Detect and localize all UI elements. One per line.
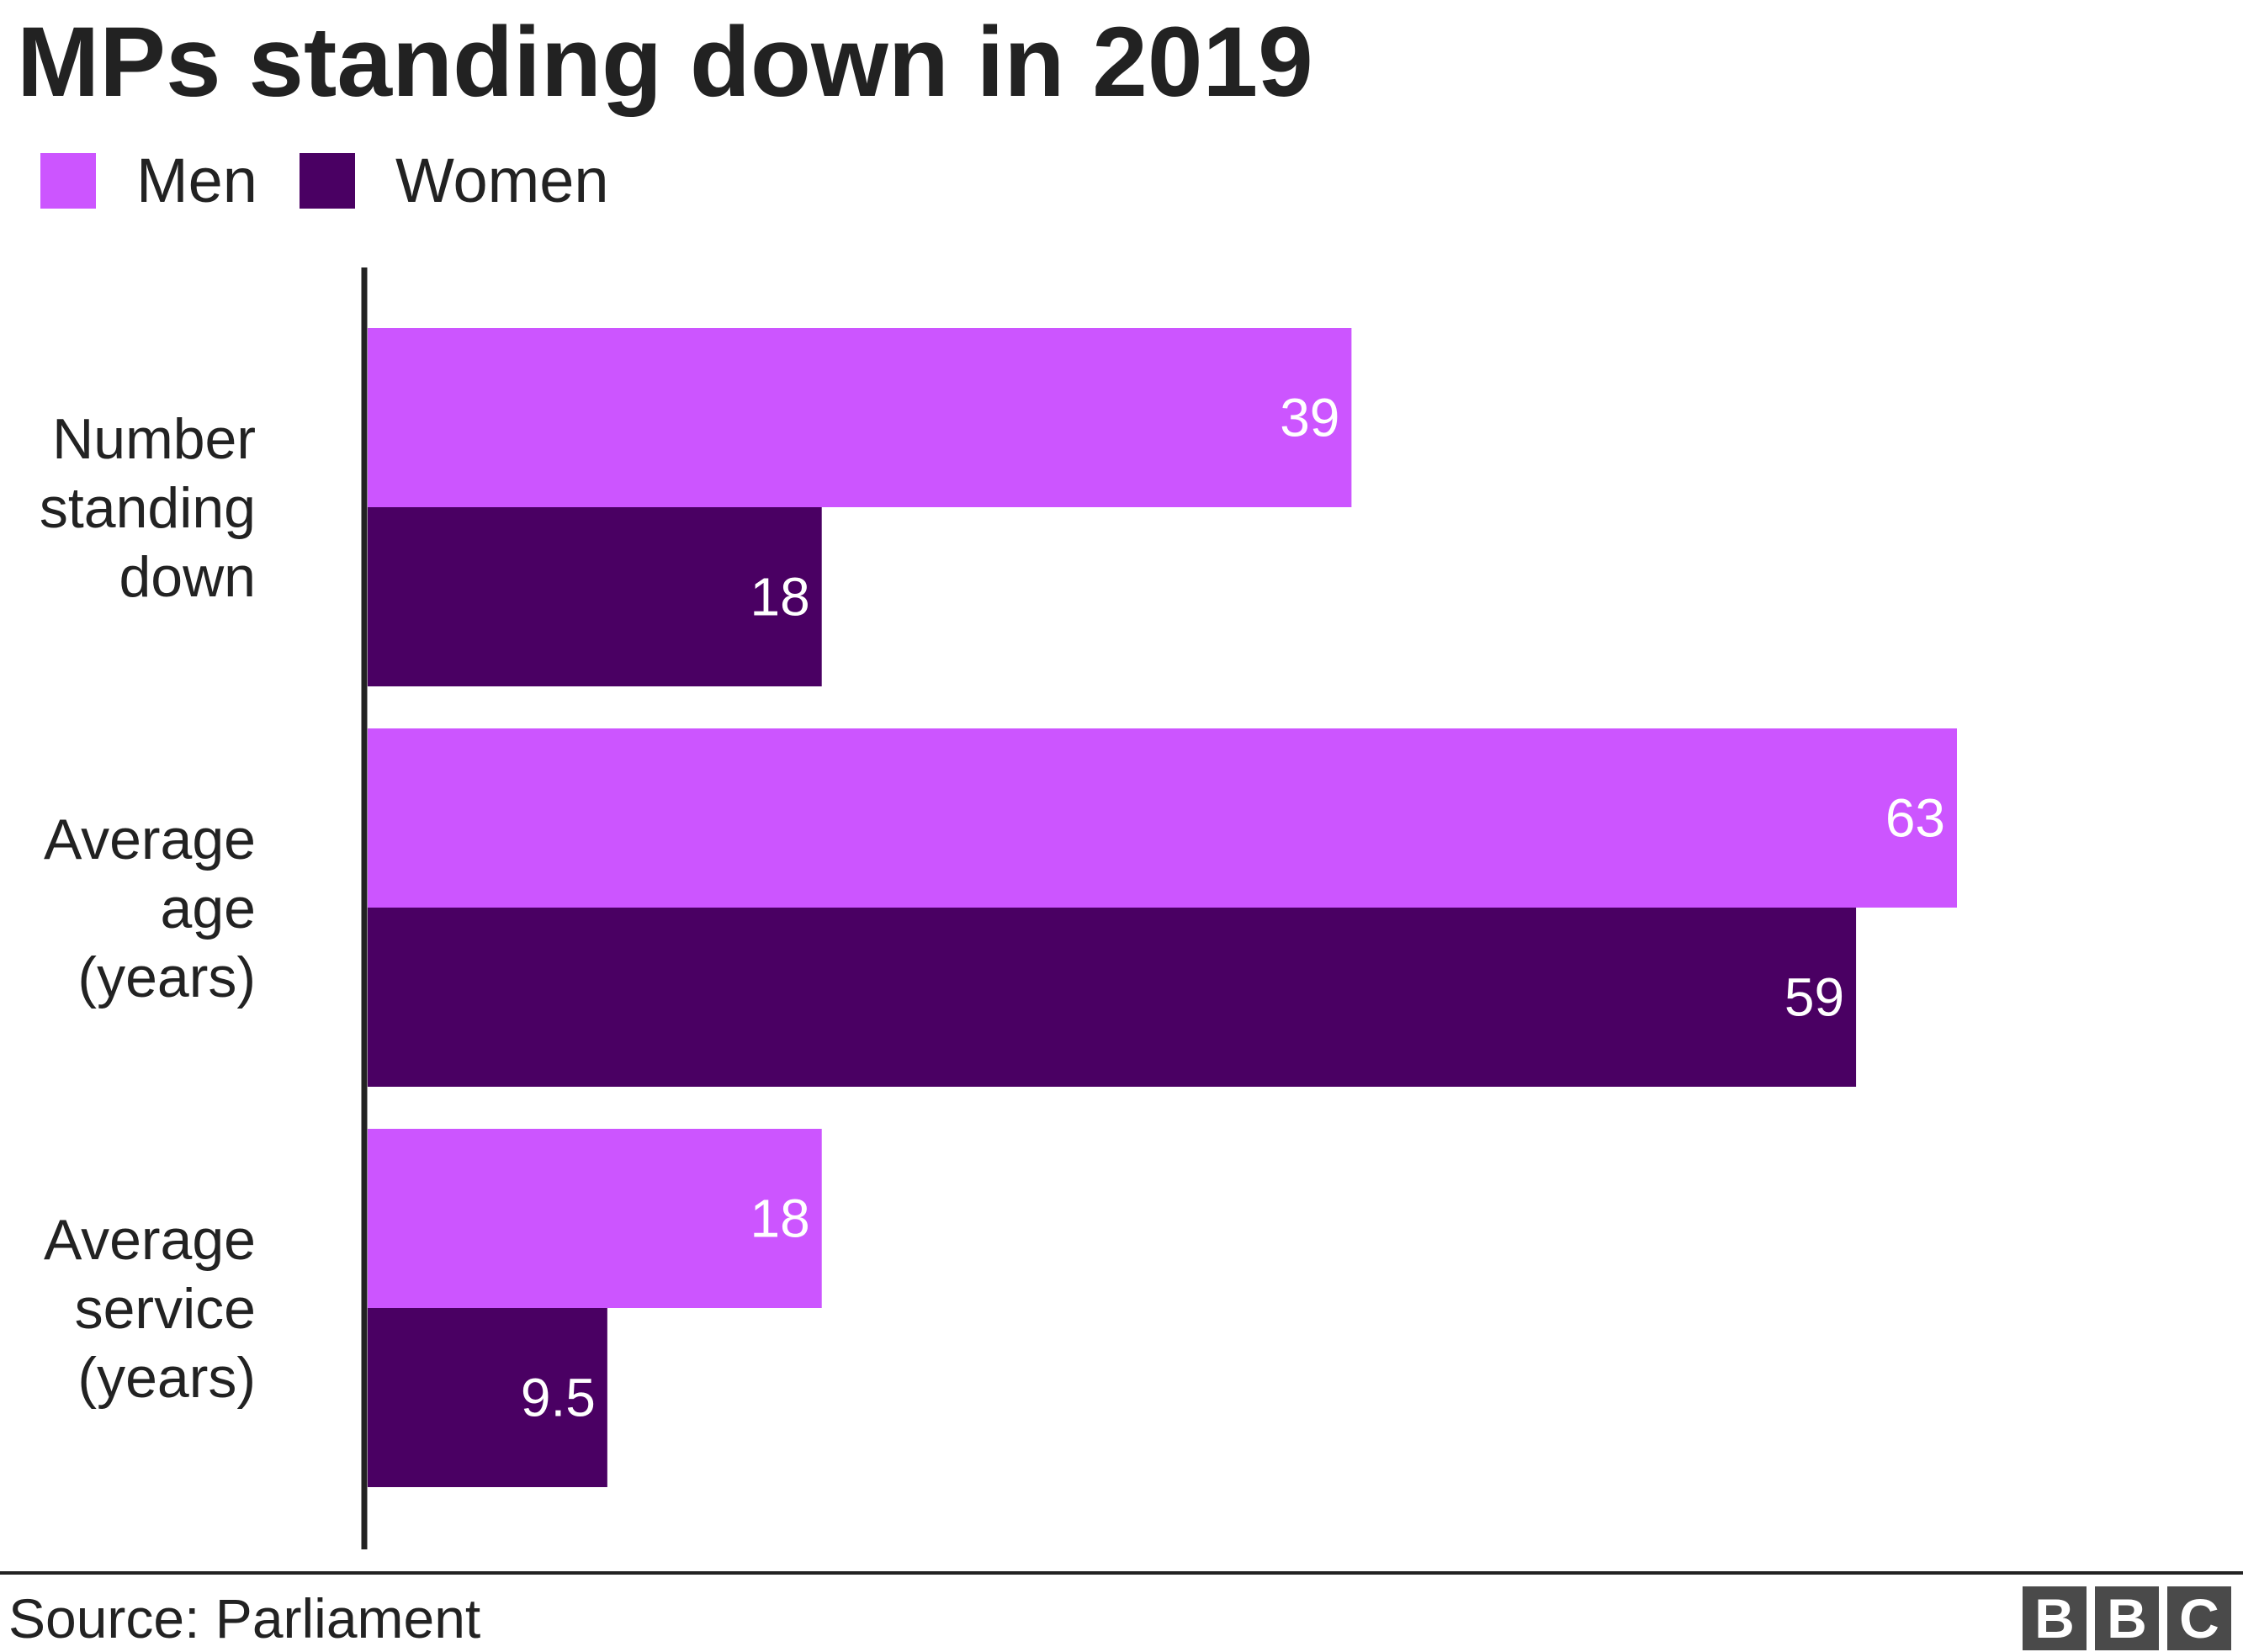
value-label-women-2: 9.5 [521,1368,596,1428]
bar-women-0 [368,507,822,686]
bar-men-2 [368,1129,822,1308]
footer-divider [0,1571,2243,1575]
value-label-women-1: 59 [1784,967,1844,1028]
bar-men-1 [368,728,1957,908]
bbc-logo: B B C [2014,1586,2231,1650]
category-label-2-line-2: (years) [77,1346,256,1410]
value-label-women-0: 18 [750,567,810,627]
category-label-1-line-0: Average [44,807,256,871]
bar-men-0 [368,328,1352,507]
legend-label-women: Women [395,146,609,215]
legend-label-men: Men [136,146,257,215]
logo-letter-b1: B [2023,1586,2087,1650]
source-note: Source: Parliament [8,1587,481,1649]
bar-women-1 [368,908,1857,1087]
chart-title: MPs standing down in 2019 [17,7,1313,118]
value-label-men-0: 39 [1280,388,1339,448]
category-label-1-line-1: age [161,876,256,940]
bar-women-2 [368,1308,607,1487]
legend-swatch-men [40,153,96,209]
legend-item-women: Women [299,146,609,215]
value-label-men-1: 63 [1885,788,1945,849]
legend-item-men: Men [40,147,257,214]
category-label-2-line-1: service [75,1277,256,1341]
category-label-0-line-0: Number [52,407,256,471]
category-label-0-line-1: standing [40,476,256,540]
category-label-2-line-0: Average [44,1208,256,1272]
logo-letter-b2: B [2095,1586,2159,1650]
value-label-men-2: 18 [750,1189,810,1249]
category-label-1-line-2: (years) [77,945,256,1009]
category-label-0-line-2: down [119,545,256,609]
logo-letter-c: C [2167,1586,2231,1650]
legend: Men Women [40,135,651,227]
legend-swatch-women [299,153,355,209]
